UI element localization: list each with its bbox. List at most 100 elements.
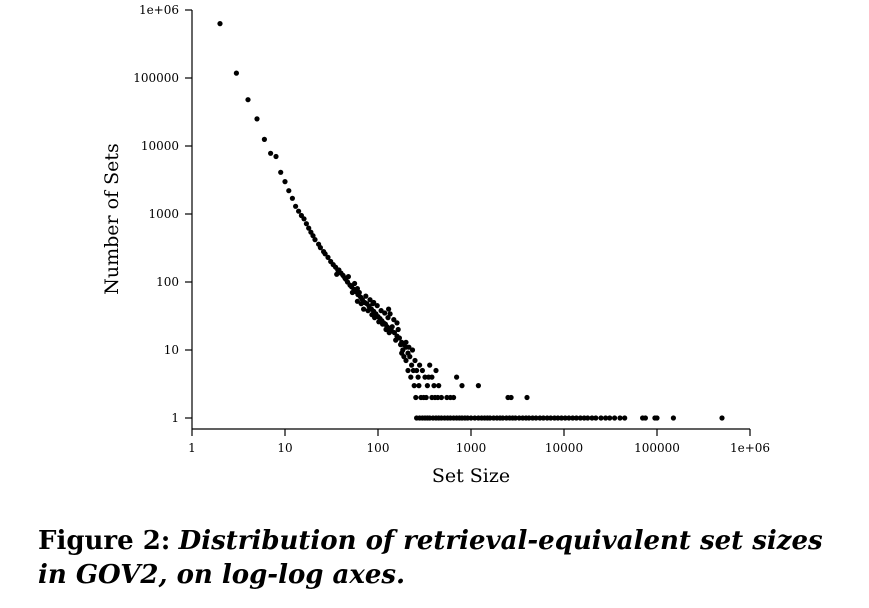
- data-point: [354, 286, 360, 292]
- data-point: [533, 415, 539, 421]
- data-point: [409, 347, 416, 353]
- x-tick-label: 100: [367, 441, 390, 455]
- data-point: [487, 415, 493, 421]
- data-point: [654, 415, 660, 421]
- y-tick-label: 1: [171, 411, 179, 425]
- data-point: [286, 188, 292, 194]
- y-tick-label: 10: [164, 343, 179, 357]
- data-point: [416, 383, 422, 389]
- y-ticks: 1 10 100 1000 10000 100000 1e+06: [133, 3, 192, 425]
- data-point: [607, 415, 613, 421]
- data-point: [454, 374, 460, 380]
- data-point: [245, 97, 251, 103]
- data-point: [415, 374, 421, 380]
- data-point: [436, 383, 442, 389]
- data-point: [374, 303, 380, 309]
- data-point: [426, 374, 432, 380]
- data-point: [401, 354, 407, 360]
- data-point: [217, 21, 223, 27]
- data-point: [612, 415, 618, 421]
- data-point: [670, 415, 677, 421]
- data-point: [526, 415, 532, 421]
- data-point: [603, 415, 609, 421]
- data-point: [558, 415, 565, 421]
- data-point: [322, 251, 328, 257]
- y-tick-label: 1000: [148, 207, 179, 221]
- data-point: [336, 267, 342, 273]
- data-point: [642, 415, 649, 421]
- data-point: [349, 289, 355, 296]
- axes: [191, 10, 750, 430]
- data-point: [451, 394, 457, 401]
- data-point: [433, 367, 439, 374]
- y-tick-label: 100: [156, 275, 179, 289]
- data-point: [414, 367, 420, 374]
- data-point: [570, 415, 576, 421]
- x-tick-label: 1000: [456, 441, 487, 455]
- data-point: [562, 415, 568, 421]
- data-point: [589, 415, 595, 421]
- data-point: [475, 383, 481, 389]
- data-point: [573, 415, 580, 421]
- data-point: [380, 321, 386, 327]
- data-point: [406, 344, 412, 350]
- data-point: [301, 216, 307, 222]
- data-point: [540, 415, 547, 421]
- data-point: [409, 362, 415, 368]
- figure-number: Figure 2:: [38, 526, 171, 556]
- x-tick-label: 1e+06: [730, 441, 770, 455]
- scatter-chart: 1 10 100 1000 10000 100000 1e+06 1 10 100 1000 100…: [101, 3, 770, 487]
- data-point: [325, 254, 331, 260]
- data-point: [358, 301, 364, 307]
- data-point: [407, 354, 413, 360]
- x-axis-title: Set Size: [432, 465, 510, 487]
- data-point: [345, 274, 351, 280]
- data-point: [282, 179, 288, 185]
- data-point: [386, 306, 392, 312]
- data-point: [293, 203, 299, 209]
- data-point: [352, 280, 358, 287]
- data-point: [411, 383, 417, 389]
- data-point: [424, 383, 430, 389]
- data-point: [459, 383, 465, 389]
- data-point: [405, 367, 411, 374]
- x-ticks: 1 10 100 1000 10000 100000 1e+06: [188, 429, 770, 455]
- data-point: [296, 208, 302, 214]
- data-point: [431, 383, 437, 389]
- data-point: [585, 415, 591, 421]
- data-point: [306, 225, 312, 231]
- data-point: [382, 310, 388, 316]
- data-point: [303, 221, 309, 227]
- data-point: [412, 357, 418, 364]
- data-point: [512, 415, 519, 421]
- data-point: [254, 116, 260, 122]
- data-point: [354, 298, 360, 304]
- data-point: [500, 415, 506, 421]
- data-point: [422, 374, 428, 380]
- data-point: [268, 150, 274, 156]
- data-point: [376, 319, 382, 325]
- y-axis-title: Number of Sets: [101, 143, 123, 295]
- data-point: [566, 415, 572, 421]
- data-point: [334, 271, 340, 277]
- data-point: [383, 326, 389, 333]
- data-point: [393, 337, 399, 343]
- y-tick-label: 10000: [141, 139, 179, 153]
- data-point: [310, 233, 316, 239]
- data-point: [438, 394, 444, 401]
- data-point: [261, 136, 267, 142]
- data-points: [217, 21, 725, 421]
- x-tick-label: 1: [188, 441, 196, 455]
- data-point: [423, 394, 429, 401]
- data-point: [317, 245, 323, 251]
- data-point: [593, 415, 599, 421]
- data-point: [403, 339, 409, 345]
- y-tick-label: 100000: [133, 71, 179, 85]
- data-point: [356, 289, 362, 296]
- caption-text: Distribution of retrieval-equivalent set…: [38, 526, 823, 590]
- data-point: [598, 415, 604, 421]
- data-point: [312, 237, 318, 243]
- data-point: [548, 415, 554, 421]
- data-point: [417, 362, 423, 368]
- data-point: [472, 415, 478, 421]
